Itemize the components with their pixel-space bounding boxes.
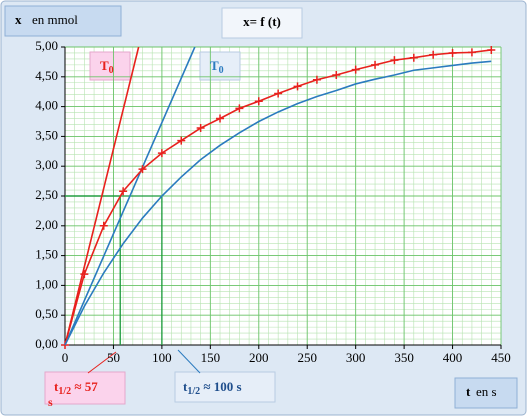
marker (138, 165, 147, 174)
marker (157, 149, 166, 158)
annotation-box (174, 371, 276, 403)
chart-title: x= f (t) (243, 14, 281, 29)
marker (467, 48, 476, 57)
pointer (87, 351, 117, 374)
title-box (221, 7, 303, 39)
marker (80, 270, 89, 279)
marker (177, 136, 186, 145)
x-tick-label: 250 (297, 350, 317, 365)
x-tick-label: 200 (249, 350, 269, 365)
annotation-part: T (100, 58, 109, 73)
marker (99, 221, 108, 230)
x-tick-label: 450 (491, 350, 511, 365)
x-tick-label: 400 (443, 350, 463, 365)
series-line (64, 60, 492, 346)
annotation: T0 (210, 58, 224, 76)
marker (371, 60, 380, 69)
annotation-part: ≈ 100 s (200, 379, 241, 394)
tangent-line (65, 47, 140, 345)
x-tick-label: 50 (107, 350, 120, 365)
annotation-part: 1/2 (187, 386, 200, 397)
x-tick-label: 350 (394, 350, 414, 365)
y-tick-label: 3,50 (35, 127, 58, 142)
y-tick-label: 2,50 (35, 187, 58, 202)
annotation-part: t (183, 379, 188, 394)
marker (351, 65, 360, 74)
y-tick-label: 2,00 (35, 217, 58, 232)
y-tick-label: 4,00 (35, 98, 58, 113)
tangent-line (65, 47, 196, 345)
y-tick-label: 0,50 (35, 306, 58, 321)
y-tick-label: 3,00 (35, 157, 58, 172)
y-label: x (15, 12, 22, 27)
annotation-part: 0 (219, 65, 224, 76)
x-label: t (466, 384, 471, 399)
x-tick-label: 100 (152, 350, 172, 365)
pointer (177, 349, 201, 374)
annotation-part: s (48, 395, 53, 409)
marker (235, 104, 244, 113)
annotation-part: ≈ 57 (71, 379, 98, 394)
marker (254, 97, 263, 106)
x-label-box (454, 377, 518, 409)
marker (429, 50, 438, 59)
x-tick-label: 0 (62, 350, 69, 365)
annotation-part: t (54, 379, 59, 394)
annotation-part: 0 (109, 65, 114, 76)
annotation: T0 (100, 58, 114, 76)
annotation-part: 1/2 (58, 386, 71, 397)
y-tick-label: 4,50 (35, 68, 58, 83)
marker (274, 89, 283, 98)
annotation-part: T (210, 58, 219, 73)
marker (390, 56, 399, 65)
annotation-box (44, 371, 126, 405)
x-tick-label: 300 (346, 350, 366, 365)
annotation-box (89, 51, 131, 81)
marker (448, 48, 457, 57)
y-tick-label: 1,00 (35, 276, 58, 291)
marker (216, 114, 225, 123)
annotation-box (199, 51, 241, 81)
y-tick-label: 5,00 (35, 38, 58, 53)
marker (409, 53, 418, 62)
marker (487, 45, 496, 54)
y-tick-label: 1,50 (35, 247, 58, 262)
marker (119, 187, 128, 196)
marker (293, 82, 302, 91)
annotation: t1/2 ≈ 57 s (48, 379, 98, 409)
annotation: t1/2 ≈ 100 s (183, 379, 242, 397)
x-label: en s (476, 384, 497, 399)
y-label-box (4, 5, 122, 37)
x-tick-label: 150 (201, 350, 221, 365)
marker (196, 124, 205, 133)
marker (332, 71, 341, 80)
y-label: en mmol (32, 12, 78, 27)
marker (312, 75, 321, 84)
y-tick-label: 0,00 (35, 336, 58, 351)
